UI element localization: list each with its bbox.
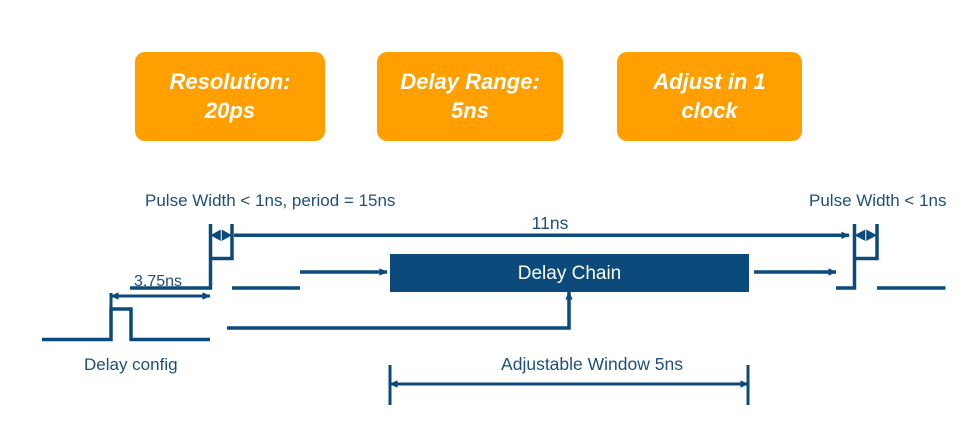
svg-text:Pulse Width < 1ns, period = 15: Pulse Width < 1ns, period = 15ns (145, 191, 395, 210)
svg-text:Adjustable Window 5ns: Adjustable Window 5ns (501, 354, 683, 374)
svg-text:11ns: 11ns (532, 213, 569, 233)
svg-text:Delay config: Delay config (84, 355, 178, 374)
svg-text:Delay Chain: Delay Chain (518, 263, 622, 284)
svg-text:3.75ns: 3.75ns (134, 273, 182, 290)
svg-text:Pulse Width < 1ns: Pulse Width < 1ns (809, 191, 947, 210)
